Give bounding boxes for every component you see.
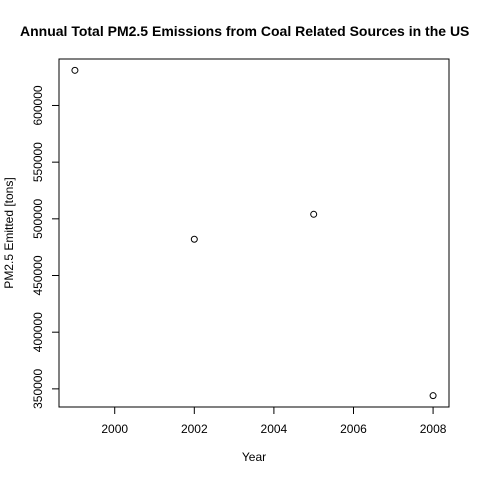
y-axis-label: PM2.5 Emitted [tons] [2, 177, 16, 288]
x-axis-label: Year [242, 450, 266, 464]
x-axis: 2000 2002 2004 2006 2008 [101, 407, 447, 436]
data-point-1999 [71, 66, 79, 74]
x-tick-label-2000: 2000 [101, 422, 128, 436]
y-tick-label-350000: 350000 [31, 369, 45, 409]
x-tick-label-2008: 2008 [420, 422, 447, 436]
data-point-2005 [310, 210, 318, 218]
y-tick-label-550000: 550000 [31, 142, 45, 182]
y-tick-label-400000: 400000 [31, 312, 45, 352]
data-point-2008 [429, 392, 437, 400]
x-tick-label-2002: 2002 [181, 422, 208, 436]
y-tick-label-450000: 450000 [31, 255, 45, 295]
y-tick-label-500000: 500000 [31, 198, 45, 238]
plot-area-border [58, 58, 450, 408]
data-point-2002 [190, 235, 198, 243]
y-tick-label-600000: 600000 [31, 85, 45, 125]
chart-title: Annual Total PM2.5 Emissions from Coal R… [20, 23, 469, 39]
x-tick-label-2006: 2006 [340, 422, 367, 436]
y-axis: 350000 400000 450000 500000 550000 600000 [31, 85, 59, 409]
data-points [71, 66, 437, 400]
x-tick-label-2004: 2004 [261, 422, 288, 436]
